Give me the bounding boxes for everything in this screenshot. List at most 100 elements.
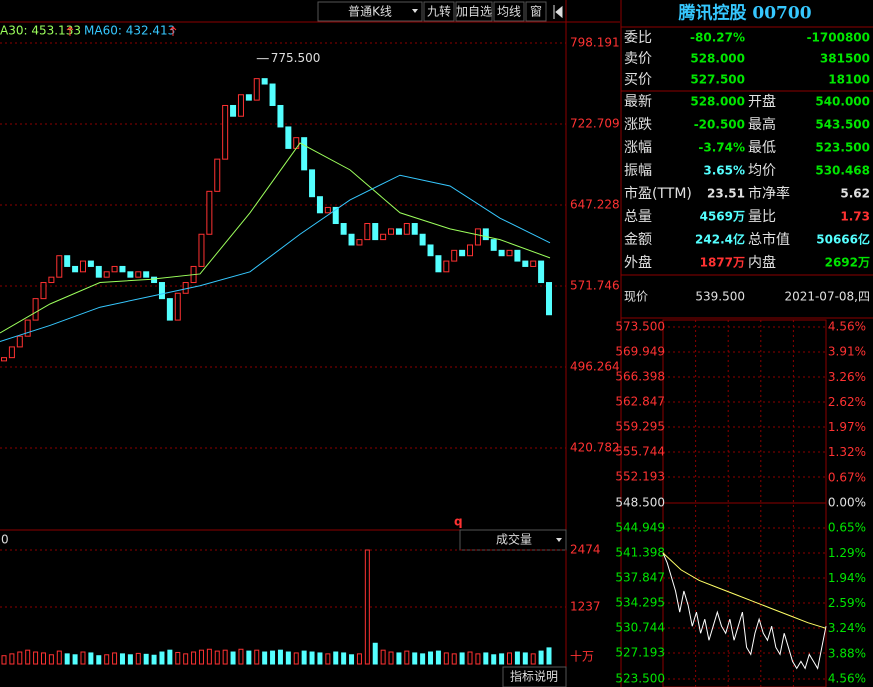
volume-bar bbox=[404, 650, 410, 665]
quote-value: 242.4亿 bbox=[695, 232, 745, 247]
y-tick-label: 569.949 bbox=[615, 344, 665, 358]
quote-label: 总量 bbox=[624, 209, 652, 225]
volume-bar bbox=[88, 652, 94, 665]
volume-bar bbox=[254, 649, 260, 665]
candle bbox=[8, 346, 15, 359]
candle bbox=[135, 271, 142, 278]
volume-bar bbox=[467, 651, 473, 665]
volume-bar bbox=[317, 652, 323, 665]
toolbar-button-label[interactable]: 加自选 bbox=[456, 5, 492, 19]
quote-label: 市盈(TTM) bbox=[624, 185, 692, 202]
collapse-icon[interactable] bbox=[553, 5, 563, 19]
ma-line bbox=[0, 174, 551, 343]
candle bbox=[64, 255, 71, 267]
dropdown-arrow bbox=[412, 9, 418, 13]
candle bbox=[380, 233, 387, 241]
quote-value: 50666亿 bbox=[816, 232, 870, 247]
pct-tick-label: 3.26% bbox=[828, 370, 866, 384]
candle bbox=[301, 137, 308, 171]
candle bbox=[277, 104, 284, 128]
volume-bar bbox=[309, 651, 315, 665]
y-tick-label: 541.398 bbox=[615, 545, 665, 559]
candle bbox=[79, 260, 86, 273]
volume-bar bbox=[198, 649, 204, 665]
candle bbox=[514, 249, 521, 262]
toolbar-button-label[interactable]: 窗 bbox=[530, 5, 542, 19]
candle bbox=[198, 233, 205, 267]
up-arrow bbox=[169, 26, 177, 36]
volume-bar bbox=[183, 653, 189, 665]
candle bbox=[151, 276, 158, 284]
quote-label: 均价 bbox=[748, 163, 776, 179]
quote-label: 卖价 bbox=[624, 51, 652, 67]
candle bbox=[87, 260, 94, 267]
candle bbox=[427, 244, 434, 257]
volume-bar bbox=[96, 655, 102, 665]
candle bbox=[474, 228, 481, 246]
quote-label: 金额 bbox=[624, 232, 652, 248]
quote-label: 内盘 bbox=[748, 254, 776, 271]
y-tick-label: 722.709 bbox=[570, 117, 620, 131]
volume-bar bbox=[459, 652, 465, 665]
intraday-line bbox=[662, 552, 827, 629]
candle bbox=[269, 83, 276, 106]
kline-mode[interactable]: 普通K线 bbox=[348, 5, 392, 19]
candle bbox=[316, 196, 323, 214]
quote-label: 最低 bbox=[748, 140, 776, 156]
pct-tick-label: 3.88% bbox=[828, 646, 866, 660]
quote-value: -3.74% bbox=[698, 141, 745, 155]
volume-bar bbox=[104, 654, 110, 665]
quote-label: 涨幅 bbox=[624, 140, 652, 156]
candle bbox=[206, 190, 213, 235]
quote-value: 18100 bbox=[828, 73, 870, 87]
volume-bar bbox=[25, 649, 31, 665]
pct-tick-label: 4.56% bbox=[828, 320, 866, 334]
volume-bar bbox=[388, 651, 394, 665]
toolbar-button-label[interactable]: 九转 bbox=[427, 4, 451, 19]
y-tick-label: 647.228 bbox=[570, 198, 620, 212]
candle bbox=[443, 260, 450, 273]
quote-value: 2692万 bbox=[825, 256, 870, 270]
toolbar-button-label[interactable]: 均线 bbox=[497, 5, 521, 19]
candle bbox=[222, 104, 229, 160]
y-tick-label: 1237 bbox=[570, 600, 601, 614]
quote-value: 528.000 bbox=[690, 52, 745, 66]
volume-bar bbox=[9, 653, 15, 665]
date: 2021-07-08,四 bbox=[784, 290, 870, 304]
help-label[interactable]: 指标说明 bbox=[510, 669, 558, 684]
candle bbox=[158, 282, 165, 300]
ma-legend: A30: 453.133 bbox=[0, 24, 81, 38]
candle bbox=[332, 206, 339, 225]
pct-tick-label: 1.97% bbox=[828, 420, 866, 434]
kline-dropdown[interactable] bbox=[317, 1, 423, 22]
candle bbox=[253, 78, 260, 101]
candle bbox=[435, 255, 442, 273]
y-tick-label: 2474 bbox=[570, 543, 601, 557]
volume-bar bbox=[1, 655, 7, 665]
volume-bar bbox=[277, 649, 283, 665]
volume-bar bbox=[222, 649, 228, 665]
quote-value: 528.000 bbox=[690, 95, 745, 109]
toolbar-button[interactable] bbox=[493, 1, 525, 22]
y-tick-label: 562.847 bbox=[615, 394, 665, 408]
pct-tick-label: 4.56% bbox=[828, 672, 866, 686]
indicator-dropdown[interactable] bbox=[459, 529, 567, 551]
toolbar-button[interactable] bbox=[423, 1, 455, 22]
toolbar-button[interactable] bbox=[455, 1, 493, 22]
volume-bar bbox=[206, 648, 212, 665]
volume-bar bbox=[522, 652, 528, 665]
indicator-name[interactable]: 成交量 bbox=[496, 532, 532, 547]
candle bbox=[237, 94, 244, 117]
candle bbox=[182, 282, 189, 294]
candle bbox=[174, 292, 181, 321]
quote-value: 381500 bbox=[820, 52, 870, 66]
help-button[interactable] bbox=[502, 666, 567, 687]
volume-bar bbox=[72, 654, 78, 665]
pct-tick-label: 1.29% bbox=[828, 546, 866, 560]
candle bbox=[40, 282, 47, 300]
volume-bar bbox=[538, 650, 544, 665]
quote-label: 涨跌 bbox=[624, 117, 652, 133]
volume-bar bbox=[530, 653, 536, 665]
toolbar-button[interactable] bbox=[525, 1, 547, 22]
volume-bar bbox=[159, 651, 165, 665]
